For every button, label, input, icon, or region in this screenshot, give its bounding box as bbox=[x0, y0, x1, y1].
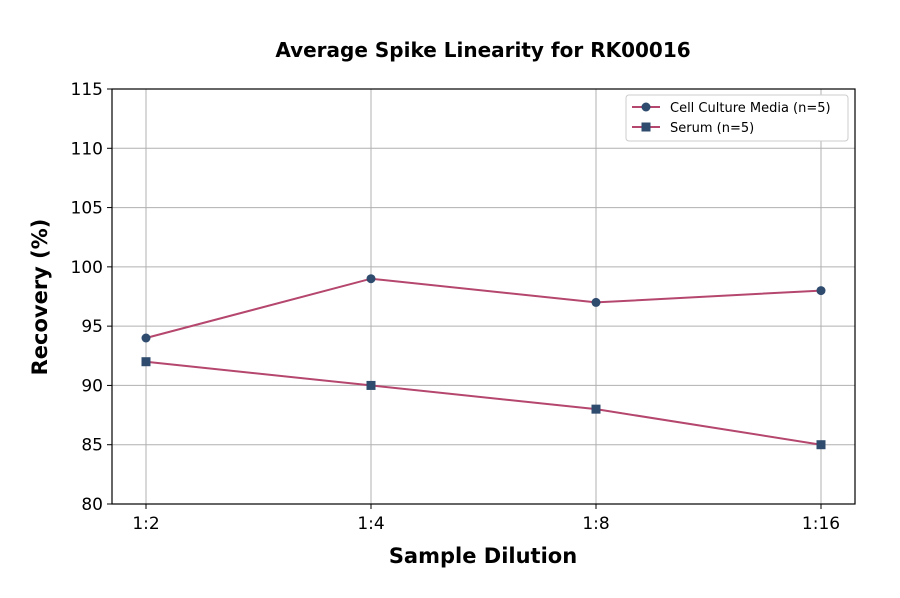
y-tick-label: 90 bbox=[81, 376, 103, 396]
legend-marker bbox=[641, 102, 651, 112]
chart-title: Average Spike Linearity for RK00016 bbox=[275, 38, 690, 62]
legend: Cell Culture Media (n=5) Serum (n=5) bbox=[625, 94, 849, 142]
y-tick-label: 80 bbox=[81, 495, 103, 515]
data-point bbox=[816, 286, 826, 296]
x-tick-label: 1:8 bbox=[582, 514, 609, 534]
data-point bbox=[141, 333, 151, 343]
y-tick-label: 85 bbox=[81, 436, 103, 456]
y-tick-label: 110 bbox=[71, 139, 103, 159]
data-point bbox=[816, 440, 826, 450]
y-tick-label: 115 bbox=[71, 80, 103, 100]
series-layer bbox=[141, 274, 826, 450]
grid bbox=[112, 88, 855, 505]
x-tick-label: 1:4 bbox=[357, 514, 384, 534]
legend-label: Cell Culture Media (n=5) bbox=[670, 101, 831, 116]
data-point bbox=[141, 357, 151, 367]
plot-frame bbox=[111, 88, 856, 505]
y-tick-label: 105 bbox=[71, 199, 103, 219]
series-line-1 bbox=[145, 360, 822, 446]
y-tick-label: 100 bbox=[71, 258, 103, 278]
data-point bbox=[366, 380, 376, 390]
x-tick-label: 1:2 bbox=[132, 514, 159, 534]
data-point bbox=[591, 404, 601, 414]
y-tick-label: 95 bbox=[81, 317, 103, 337]
x-tick-label: 1:16 bbox=[802, 514, 840, 534]
legend-label: Serum (n=5) bbox=[670, 121, 754, 136]
data-point bbox=[591, 297, 601, 307]
x-axis-label: Sample Dilution bbox=[389, 544, 577, 568]
ticks: 80 85 90 95 100 105 110 115 1:2 1:4 1:8 1:16 bbox=[71, 80, 841, 534]
legend-box bbox=[625, 94, 849, 142]
series-line-0 bbox=[145, 277, 822, 339]
y-axis-label: Recovery (%) bbox=[28, 219, 52, 376]
legend-marker bbox=[641, 122, 651, 132]
data-point bbox=[366, 274, 376, 284]
